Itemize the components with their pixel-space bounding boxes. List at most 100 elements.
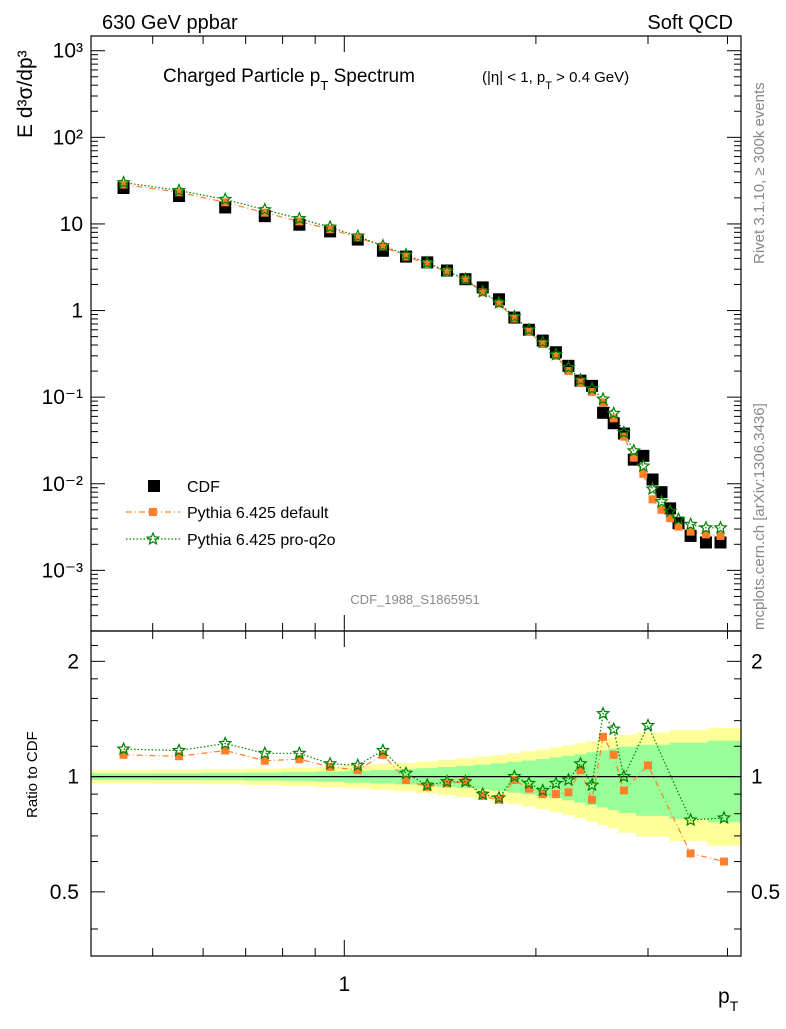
proq2o-point [439,263,455,278]
legend-label-proq2o: Pythia 6.425 pro-q2o [187,532,336,549]
proq2o-point [350,228,366,243]
ratio-default-point [423,782,432,791]
y-tick-label: 10² [53,126,83,149]
ratio-y-tick-label-right: 1 [751,766,763,789]
proq2o-point [616,425,632,439]
ratio-default-point [353,766,362,775]
ratio-proq2o-point [218,735,233,750]
xlabel-main: p [718,985,730,1008]
proq2o-point [257,202,273,216]
main-title: Charged Particle pT Spectrum [163,66,415,93]
ratio-default-point [643,761,652,770]
proq2o-point [671,511,686,526]
title-cut-sub: T [545,80,552,92]
proq2o-point [419,255,435,269]
ratio-proq2o-point [475,786,490,801]
proq2o-point [662,503,678,518]
legend-label-default: Pythia 6.425 default [187,505,329,522]
ratio-default-point [576,766,585,775]
ratio-default-point [588,795,597,804]
ratio-proq2o-point [491,790,507,804]
default-point [666,514,675,523]
ratio-default-point [260,756,269,765]
proq2o-point [292,211,307,225]
proq2o-point [645,481,660,496]
default-point [701,530,710,539]
ratio-panel: 1 2 2 1 1 0.5 0.5 Ratio to CDF pT [24,630,780,1014]
default-point [175,188,184,197]
default-point [629,453,638,462]
default-point [510,314,519,323]
default-point [674,522,683,531]
proq2o-point [475,284,490,298]
cdf-point [655,486,668,499]
y-tick-label: 10⁻¹ [42,386,83,409]
ratio-proq2o-point [521,775,537,790]
proq2o-point [698,520,714,535]
y-tick-label: 10⁻³ [42,559,83,582]
proq2o-point [595,391,611,406]
rivet-label: Rivet 3.1.10, ≥ 300k events [751,82,768,264]
proq2o-point [713,520,728,534]
default-point [401,252,410,261]
y-tick-label: 1 [71,300,83,323]
default-point [119,180,128,189]
proq2o-point [398,247,414,262]
ratio-frame [90,630,742,957]
ratio-proq2o-point [171,742,187,757]
legend: CDF Pythia 6.425 default Pythia 6.425 pr… [126,479,336,549]
title-cut-after: > 0.4 GeV) [552,69,629,86]
series-line-proq2o [123,182,721,529]
title-cut: (|η| < 1, p [482,69,545,86]
ratio-proq2o-point [584,777,600,792]
legend-marker-default [149,508,157,516]
default-point [686,527,695,536]
ratio-default-point [443,779,452,788]
header-right: Soft QCD [647,12,733,34]
default-point [494,299,503,308]
ratio-default-point [619,786,628,795]
ratio-proq2o-point [439,774,455,788]
default-point [639,469,648,478]
ratio-proq2o-point [535,782,550,797]
default-point [378,242,387,251]
proq2o-point [561,359,576,374]
title-main: Charged Particle p [163,66,320,87]
ratio-xlabel: pT [718,985,739,1014]
ratio-default-point [524,784,533,793]
default-point [609,414,618,423]
proq2o-point [584,381,600,395]
ratio-default-point [461,777,470,786]
ratio-ylabel: Ratio to CDF [24,731,41,818]
default-point [443,267,452,276]
ratio-default-point [564,788,573,797]
ratio-default-point [221,746,230,755]
legend-marker-cdf [148,480,160,492]
ratio-default-point [119,750,128,759]
legend-marker-proq2o [145,531,161,546]
ratio-proq2o-point [116,741,131,756]
x-tick-label: 1 [338,973,350,996]
ratio-y-tick-label: 2 [67,650,79,673]
proq2o-point [626,443,641,457]
main-title-cut: (|η| < 1, pT > 0.4 GeV) [482,69,629,92]
default-point [564,367,573,376]
ratio-line-proq2o [123,712,725,821]
ratio-proq2o-point [292,745,307,760]
cdf-point [597,406,610,419]
ratio-default-point [720,857,729,866]
ratio-proq2o-point [458,774,473,788]
mcplots-label: mcplots.cern.ch [arXiv:1306.3436] [751,403,768,630]
ratio-y-tick-label-right: 2 [751,650,763,673]
ratio-y-tick-label-right: 0.5 [751,881,780,904]
default-point [461,275,470,284]
cdf-point [699,536,712,549]
proq2o-point [458,271,473,286]
ratio-proq2o-point [561,772,576,787]
ratio-proq2o-point [322,756,338,770]
ratio-default-point [175,752,184,761]
proq2o-point [535,334,550,349]
default-point [551,351,560,360]
title-sub: T [320,78,328,93]
ratio-proq2o-point [683,812,698,827]
